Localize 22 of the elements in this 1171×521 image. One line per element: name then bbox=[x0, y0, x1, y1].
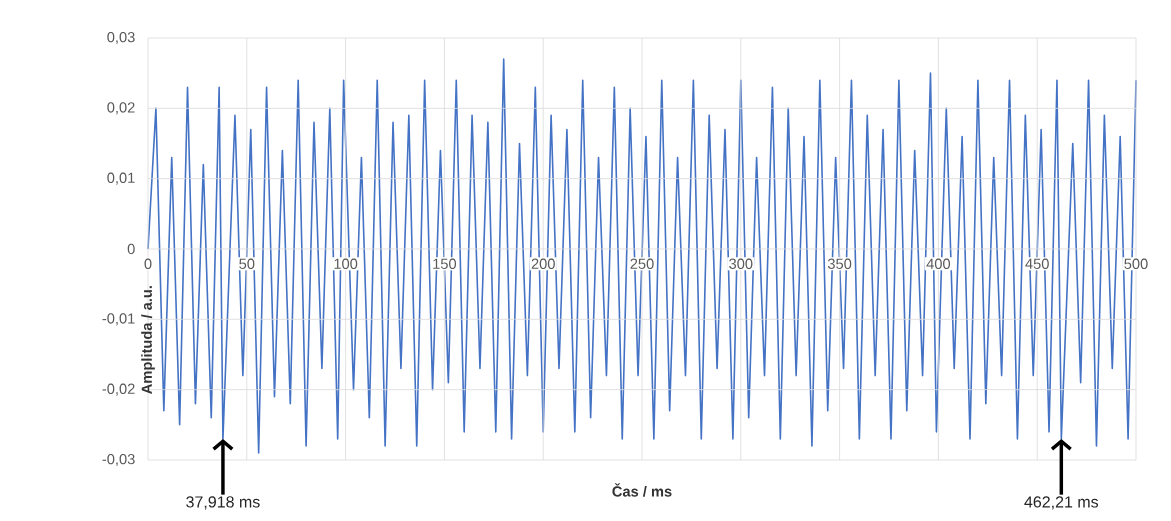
x-axis-title: Čas / ms bbox=[612, 483, 672, 497]
annotation: 462,21 ms bbox=[1024, 496, 1099, 510]
annotation: 37,918 ms bbox=[186, 496, 260, 510]
y-tick-label: -0,03 bbox=[102, 453, 135, 467]
x-tick-label: 400 bbox=[926, 258, 951, 269]
y-tick-label: 0,03 bbox=[107, 31, 135, 45]
x-tick-label: 450 bbox=[1025, 258, 1049, 269]
x-tick-label: 300 bbox=[729, 258, 753, 269]
y-tick-label: -0,02 bbox=[102, 383, 135, 396]
x-tick-label: 0 bbox=[144, 258, 152, 269]
y-tick-label: 0,02 bbox=[107, 102, 135, 115]
x-tick-label: 250 bbox=[630, 258, 654, 269]
y-axis-title: Amplituda / a.u. bbox=[141, 286, 155, 394]
y-tick-label: 0,01 bbox=[107, 172, 135, 185]
y-tick-label: -0,01 bbox=[102, 313, 135, 326]
x-tick-label: 150 bbox=[433, 258, 457, 269]
x-tick-label: 100 bbox=[334, 258, 358, 269]
x-tick-label: 200 bbox=[531, 258, 555, 269]
x-tick-label: 350 bbox=[827, 258, 852, 269]
x-tick-label: 500 bbox=[1124, 258, 1148, 269]
x-tick-label: 50 bbox=[239, 258, 255, 269]
y-tick-label: 0 bbox=[127, 243, 135, 255]
